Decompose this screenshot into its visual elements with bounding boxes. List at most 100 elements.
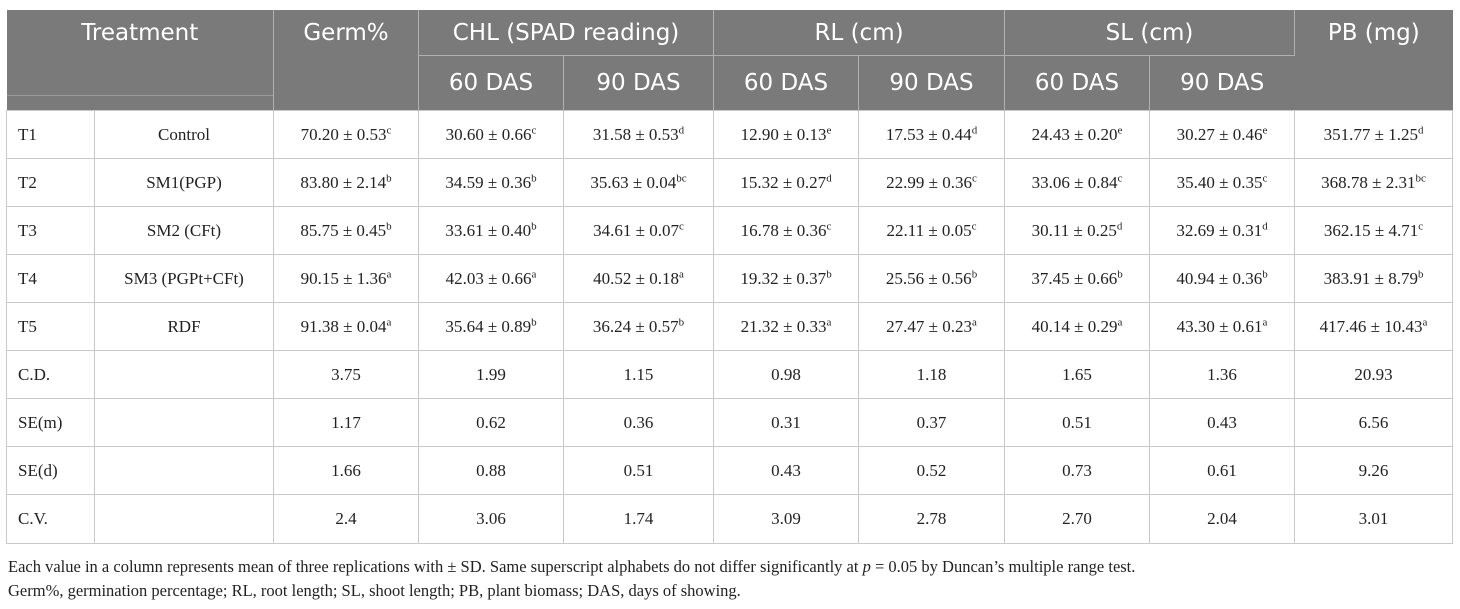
- stat-value: 0.98: [713, 350, 860, 399]
- value-mean-sd: 35.63 ± 0.04: [590, 172, 677, 192]
- treatment-id: T1: [6, 110, 95, 159]
- significance-letter: d: [971, 123, 978, 136]
- significance-letter: c: [531, 123, 537, 136]
- significance-letter: a: [1422, 315, 1428, 328]
- value-mean-sd: 30.60 ± 0.66: [445, 124, 532, 144]
- significance-letter: e: [1262, 123, 1268, 136]
- significance-letter: c: [1262, 171, 1268, 184]
- significance-letter: d: [1116, 219, 1123, 232]
- value-cell: 33.61 ± 0.40b: [418, 206, 564, 255]
- value-cell: 12.90 ± 0.13e: [713, 110, 860, 159]
- value-cell: 91.38 ± 0.04a: [273, 302, 419, 351]
- stat-value: 0.31: [713, 398, 860, 447]
- empty-cell: [94, 398, 274, 447]
- treatment-id: T3: [6, 206, 95, 255]
- value-cell: 40.52 ± 0.18a: [562, 254, 715, 303]
- header-rl-60das: 60 DAS: [713, 55, 860, 111]
- stat-label: C.D.: [6, 350, 95, 399]
- stat-value: 3.06: [418, 494, 564, 544]
- stat-value: 0.51: [562, 446, 715, 495]
- stat-value: 0.88: [418, 446, 564, 495]
- header-sl: SL (cm): [1004, 10, 1296, 56]
- header-sl-90das: 90 DAS: [1149, 55, 1295, 111]
- significance-letter: a: [386, 267, 392, 280]
- stat-value: 2.04: [1149, 494, 1296, 544]
- value-mean-sd: 22.11 ± 0.05: [886, 220, 972, 240]
- value-cell: 90.15 ± 1.36a: [273, 254, 419, 303]
- value-cell: 37.45 ± 0.66b: [1004, 254, 1151, 303]
- value-cell: 22.99 ± 0.36c: [858, 158, 1006, 207]
- value-cell: 83.80 ± 2.14b: [273, 158, 419, 207]
- value-cell: 16.78 ± 0.36c: [713, 206, 860, 255]
- value-cell: 85.75 ± 0.45b: [273, 206, 419, 255]
- value-mean-sd: 90.15 ± 1.36: [300, 268, 387, 288]
- value-mean-sd: 37.45 ± 0.66: [1031, 268, 1118, 288]
- footnote-abbreviations: Germ%, germination percentage; RL, root …: [8, 581, 741, 600]
- header-pb: PB (mg): [1294, 10, 1453, 111]
- significance-letter: c: [1117, 171, 1123, 184]
- value-mean-sd: 70.20 ± 0.53: [300, 124, 387, 144]
- value-cell: 34.59 ± 0.36b: [418, 158, 564, 207]
- table-header: Treatment Germ% CHL (SPAD reading) RL (c…: [6, 10, 1453, 111]
- value-mean-sd: 40.52 ± 0.18: [593, 268, 679, 288]
- significance-letter: d: [1417, 123, 1424, 136]
- value-cell: 351.77 ± 1.25d: [1294, 110, 1454, 159]
- header-treatment-label: Treatment: [81, 20, 199, 46]
- table-row: T2 SM1(PGP) 83.80 ± 2.14b 34.59 ± 0.36b 35.6…: [6, 158, 1454, 207]
- significance-letter: a: [826, 315, 832, 328]
- stat-label: SE(m): [6, 398, 95, 447]
- treatment-name: Control: [94, 110, 274, 159]
- value-cell: 43.30 ± 0.61a: [1149, 302, 1296, 351]
- significance-letter: b: [1117, 267, 1123, 280]
- significance-letter: d: [826, 171, 832, 184]
- value-mean-sd: 22.99 ± 0.36: [886, 172, 972, 192]
- stat-value: 2.78: [858, 494, 1006, 544]
- value-cell: 30.11 ± 0.25d: [1004, 206, 1151, 255]
- treatment-id: T4: [6, 254, 95, 303]
- significance-letter: b: [971, 267, 978, 280]
- value-mean-sd: 85.75 ± 0.45: [300, 220, 387, 240]
- value-mean-sd: 21.32 ± 0.33: [740, 316, 827, 336]
- significance-letter: e: [826, 123, 832, 136]
- header-chl-60das: 60 DAS: [418, 55, 564, 111]
- stat-value: 20.93: [1294, 350, 1454, 399]
- header-chl-90das: 90 DAS: [563, 55, 715, 111]
- results-table: Treatment Germ% CHL (SPAD reading) RL (c…: [6, 10, 1454, 544]
- value-mean-sd: 31.58 ± 0.53: [592, 124, 679, 144]
- value-mean-sd: 25.56 ± 0.56: [885, 268, 972, 288]
- stat-value: 0.52: [858, 446, 1006, 495]
- stat-value: 0.43: [713, 446, 860, 495]
- value-mean-sd: 40.14 ± 0.29: [1031, 316, 1118, 336]
- significance-letter: a: [1117, 315, 1123, 328]
- significance-letter: a: [972, 315, 977, 328]
- value-cell: 40.14 ± 0.29a: [1004, 302, 1151, 351]
- stat-value: 1.36: [1149, 350, 1296, 399]
- value-cell: 19.32 ± 0.37b: [713, 254, 860, 303]
- stat-value: 1.66: [273, 446, 419, 495]
- stat-value: 1.15: [562, 350, 715, 399]
- value-mean-sd: 15.32 ± 0.27: [740, 172, 827, 192]
- table-row: T1 Control 70.20 ± 0.53c 30.60 ± 0.66c 31.58…: [6, 110, 1454, 159]
- significance-letter: c: [971, 219, 977, 232]
- treatment-id: T5: [6, 302, 95, 351]
- value-mean-sd: 351.77 ± 1.25: [1323, 124, 1418, 144]
- value-mean-sd: 35.64 ± 0.89: [445, 316, 532, 336]
- value-mean-sd: 417.46 ± 10.43: [1319, 316, 1423, 336]
- stats-row: SE(d) 1.66 0.88 0.51 0.43 0.52 0.73 0.61 9.26: [6, 446, 1454, 495]
- significance-letter: b: [386, 171, 392, 184]
- value-cell: 33.06 ± 0.84c: [1004, 158, 1151, 207]
- value-mean-sd: 30.27 ± 0.46: [1176, 124, 1263, 144]
- value-cell: 35.63 ± 0.04bc: [562, 158, 715, 207]
- stats-row: C.D. 3.75 1.99 1.15 0.98 1.18 1.65 1.36 20.93: [6, 350, 1454, 399]
- value-mean-sd: 383.91 ± 8.79: [1323, 268, 1418, 288]
- value-mean-sd: 32.69 ± 0.31: [1176, 220, 1263, 240]
- value-cell: 35.64 ± 0.89b: [418, 302, 564, 351]
- significance-letter: a: [678, 267, 684, 280]
- empty-cell: [94, 446, 274, 495]
- value-cell: 22.11 ± 0.05c: [858, 206, 1006, 255]
- significance-letter: b: [531, 219, 537, 232]
- significance-letter: e: [1117, 123, 1123, 136]
- value-cell: 40.94 ± 0.36b: [1149, 254, 1296, 303]
- significance-letter: b: [1262, 267, 1268, 280]
- value-mean-sd: 34.59 ± 0.36: [445, 172, 532, 192]
